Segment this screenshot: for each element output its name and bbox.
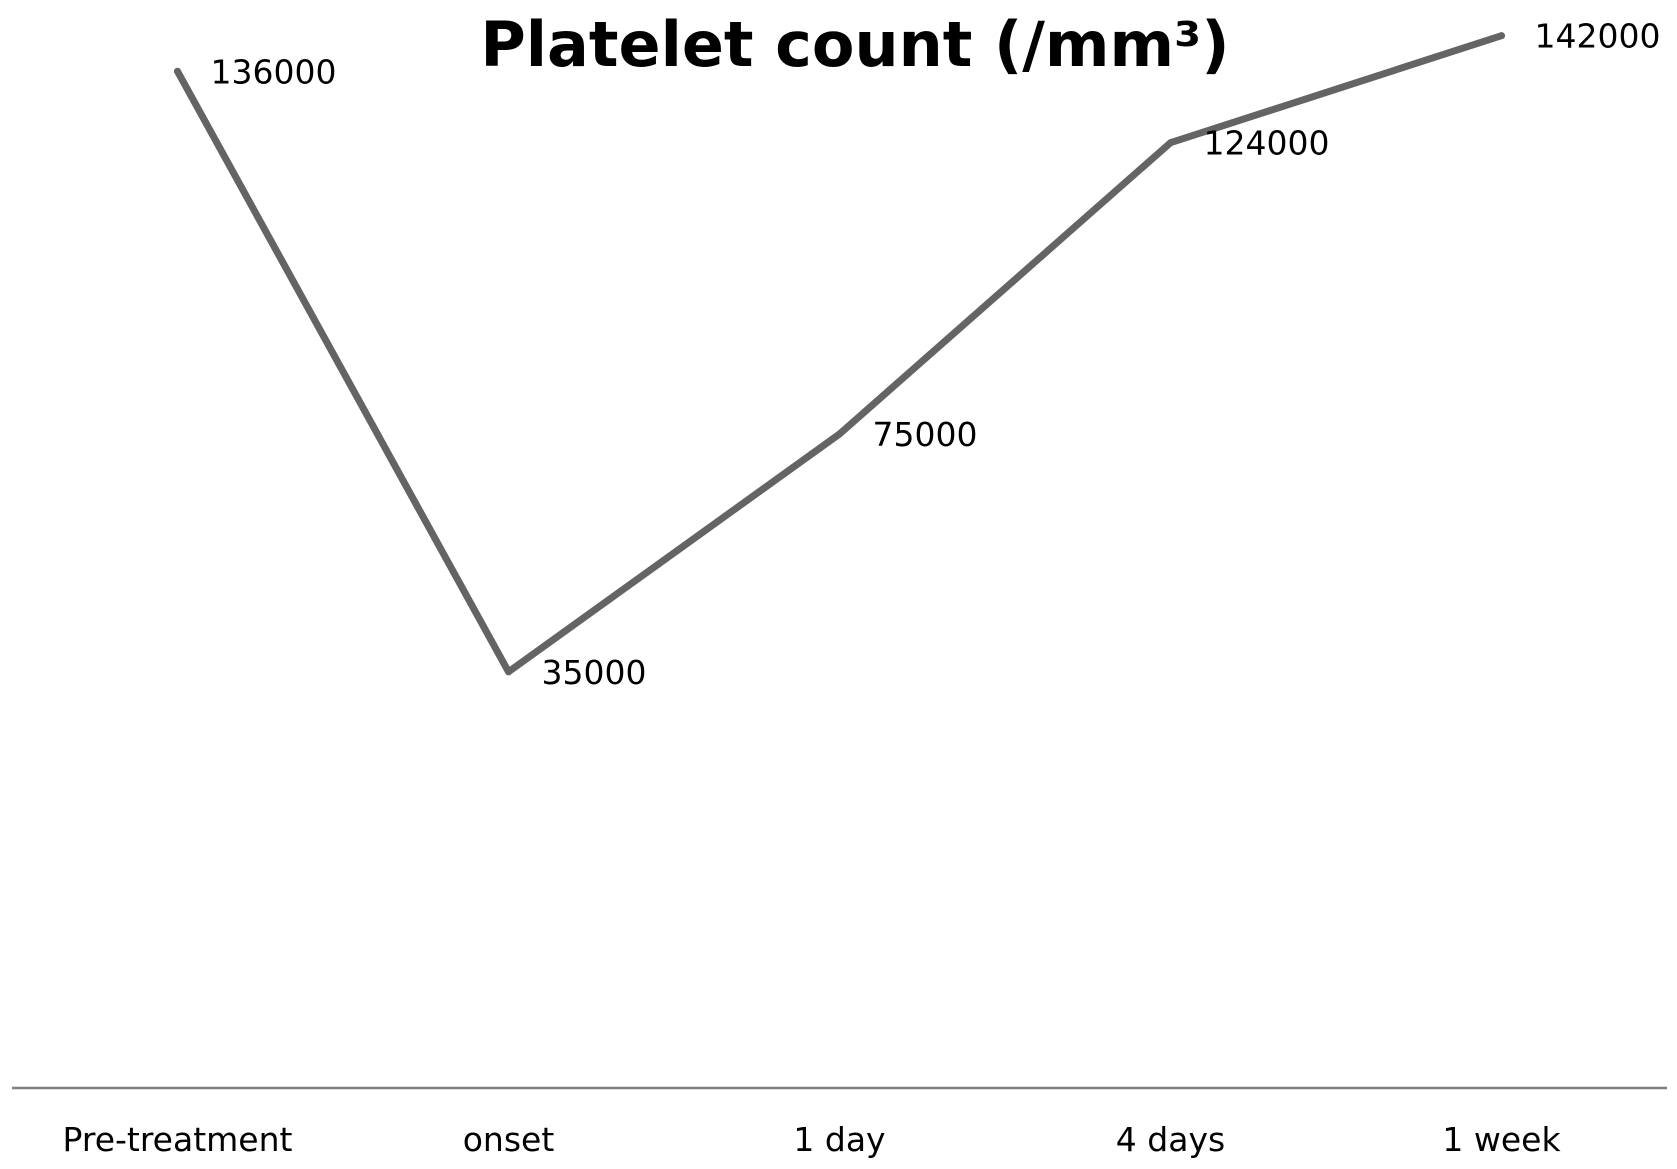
x-tick-label: 4 days [1116, 1120, 1225, 1159]
chart-title: Platelet count (/mm³) [480, 8, 1229, 81]
x-tick-label: 1 week [1442, 1120, 1561, 1159]
data-point [836, 430, 843, 438]
x-tick-label: 1 day [793, 1120, 885, 1159]
data-point [505, 668, 512, 676]
data-label: 142000 [1535, 17, 1661, 56]
data-point [1167, 139, 1174, 147]
x-tick-label: onset [463, 1120, 555, 1159]
x-tick-layer: Pre-treatment onset 1 day 4 days 1 week [63, 1120, 1562, 1159]
data-point [174, 67, 181, 75]
data-label: 75000 [873, 415, 978, 454]
data-label-layer: 136000 35000 75000 124000 142000 [211, 17, 1661, 692]
series-layer [174, 32, 1505, 676]
data-label: 124000 [1204, 124, 1330, 163]
data-label: 35000 [542, 653, 647, 692]
data-label: 136000 [211, 52, 337, 91]
data-point [1498, 32, 1505, 40]
x-tick-label: Pre-treatment [63, 1120, 293, 1159]
